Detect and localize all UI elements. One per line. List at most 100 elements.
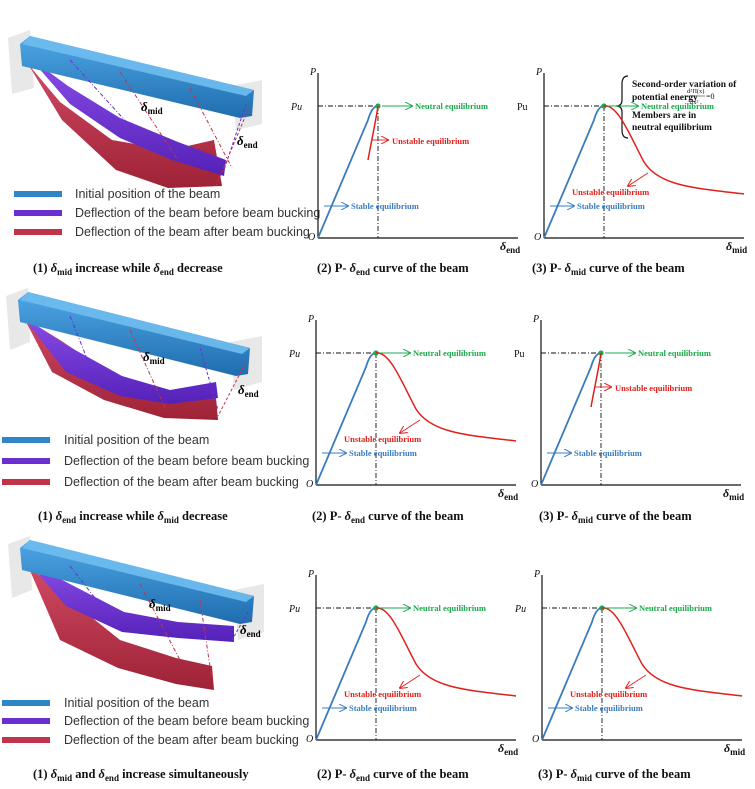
caption-row1-col1: (1) δmid increase while δend decrease xyxy=(33,261,223,277)
delta-mid-label: δmid xyxy=(141,99,163,116)
neutral-label: Neutral equilibrium xyxy=(415,101,488,111)
x-axis-label: δend xyxy=(500,239,520,255)
legend-after: Deflection of the beam after beam buckin… xyxy=(64,475,299,489)
x-axis-label: δmid xyxy=(724,741,745,757)
formula-numerator: d²Π(x) xyxy=(687,88,704,95)
legend-initial: Initial position of the beam xyxy=(64,433,209,447)
unstable-pointer xyxy=(400,419,421,433)
stable-label: Stable equilibrium xyxy=(574,448,642,458)
unstable-label: Unstable equilibrium xyxy=(392,136,469,146)
delta-mid-label: δmid xyxy=(149,596,171,613)
stable-branch xyxy=(540,352,602,486)
legend-before: Deflection of the beam before beam bucki… xyxy=(64,714,309,728)
x-axis-label: δend xyxy=(498,741,518,757)
unstable-branch xyxy=(375,607,517,697)
y-axis-label: P xyxy=(307,314,314,325)
legend-swatch-after xyxy=(2,737,50,743)
stable-label: Stable equilibrium xyxy=(349,703,417,713)
unstable-branch xyxy=(601,607,743,697)
beam-illustration-row2: δmid δend xyxy=(6,288,262,420)
unstable-label: Unstable equilibrium xyxy=(344,689,421,699)
y-axis-label: P xyxy=(307,569,314,580)
origin-label: O xyxy=(306,734,313,745)
unstable-label: Unstable equilibrium xyxy=(572,187,649,197)
pu-label: Pu xyxy=(514,604,526,615)
neutral-label: Neutral equilibrium xyxy=(638,348,711,358)
delta-mid-label: δmid xyxy=(143,349,165,366)
origin-label: O xyxy=(532,734,539,745)
annotation-line2: potential energy xyxy=(632,93,698,103)
legend-initial: Initial position of the beam xyxy=(64,696,209,710)
legend-swatch-before xyxy=(2,458,50,464)
pu-label: Pu xyxy=(288,349,300,360)
stable-label: Stable equilibrium xyxy=(351,201,419,211)
unstable-branch xyxy=(603,105,745,195)
stable-label: Stable equilibrium xyxy=(577,201,645,211)
legend-after: Deflection of the beam after beam buckin… xyxy=(75,225,310,239)
unstable-label: Unstable equilibrium xyxy=(570,689,647,699)
x-axis-label: δend xyxy=(498,486,518,502)
beam-after-buckling xyxy=(28,566,214,690)
caption-row3-col2: (2) P- δend curve of the beam xyxy=(317,767,469,783)
neutral-label: Neutral equilibrium xyxy=(639,603,712,613)
pu-label: Pu xyxy=(290,102,302,113)
legend-swatch-initial xyxy=(14,191,62,197)
stable-branch xyxy=(315,352,377,486)
beam-illustration-row1: δmid δend xyxy=(8,30,262,188)
legend-swatch-initial xyxy=(2,700,50,706)
unstable-pointer xyxy=(400,674,421,688)
y-axis-label: P xyxy=(532,314,539,325)
legend-swatch-before xyxy=(14,210,62,216)
legend-row2: Initial position of the beam Deflection … xyxy=(2,433,309,489)
legend-after: Deflection of the beam after beam buckin… xyxy=(64,733,299,747)
stable-branch xyxy=(317,105,379,239)
origin-label: O xyxy=(306,479,313,490)
legend-swatch-after xyxy=(2,479,50,485)
delta-end-label: δend xyxy=(237,133,258,150)
caption-row2-col3: (3) P- δmid curve of the beam xyxy=(539,509,692,525)
beam-illustration-row3: δmid δend xyxy=(8,536,264,690)
legend-row1: Initial position of the beam Deflection … xyxy=(14,187,320,239)
unstable-pointer xyxy=(626,674,647,688)
delta-end-label: δend xyxy=(240,622,261,639)
caption-row3-col1: (1) δmid and δend increase simultaneousl… xyxy=(33,767,249,783)
stable-branch xyxy=(541,607,603,741)
pu-label: Pu xyxy=(514,349,525,360)
neutral-label: Neutral equilibrium xyxy=(413,603,486,613)
origin-label: O xyxy=(534,232,541,243)
caption-row1-col2: (2) P- δend curve of the beam xyxy=(317,261,469,277)
origin-label: O xyxy=(308,232,315,243)
y-axis-label: P xyxy=(309,67,316,78)
annotation-line3: Members are in xyxy=(632,111,697,121)
legend-swatch-initial xyxy=(2,437,50,443)
pu-label: Pu xyxy=(288,604,300,615)
legend-before: Deflection of the beam before beam bucki… xyxy=(75,206,320,220)
stable-label: Stable equilibrium xyxy=(349,448,417,458)
caption-row1-col3: (3) P- δmid curve of the beam xyxy=(532,261,685,277)
legend-initial: Initial position of the beam xyxy=(75,187,220,201)
formula-denominator: dx² xyxy=(690,99,699,106)
unstable-branch xyxy=(590,352,602,408)
legend-row3: Initial position of the beam Deflection … xyxy=(2,696,309,747)
x-axis-label: δmid xyxy=(723,486,744,502)
y-axis-label: P xyxy=(533,569,540,580)
unstable-branch xyxy=(367,105,379,161)
annotation-line4: neutral equilibrium xyxy=(632,123,712,133)
unstable-label: Unstable equilibrium xyxy=(615,383,692,393)
caption-row3-col3: (3) P- δmid curve of the beam xyxy=(538,767,691,783)
unstable-label: Unstable equilibrium xyxy=(344,434,421,444)
legend-swatch-after xyxy=(14,229,62,235)
stable-branch xyxy=(543,105,605,239)
legend-swatch-before xyxy=(2,718,50,724)
caption-row2-col2: (2) P- δend curve of the beam xyxy=(312,509,464,525)
legend-before: Deflection of the beam before beam bucki… xyxy=(64,454,309,468)
caption-row2-col1: (1) δend increase while δmid decrease xyxy=(38,509,228,525)
stable-branch xyxy=(315,607,377,741)
unstable-pointer xyxy=(628,172,649,186)
annotation-line1: Second-order variation of xyxy=(632,80,737,90)
